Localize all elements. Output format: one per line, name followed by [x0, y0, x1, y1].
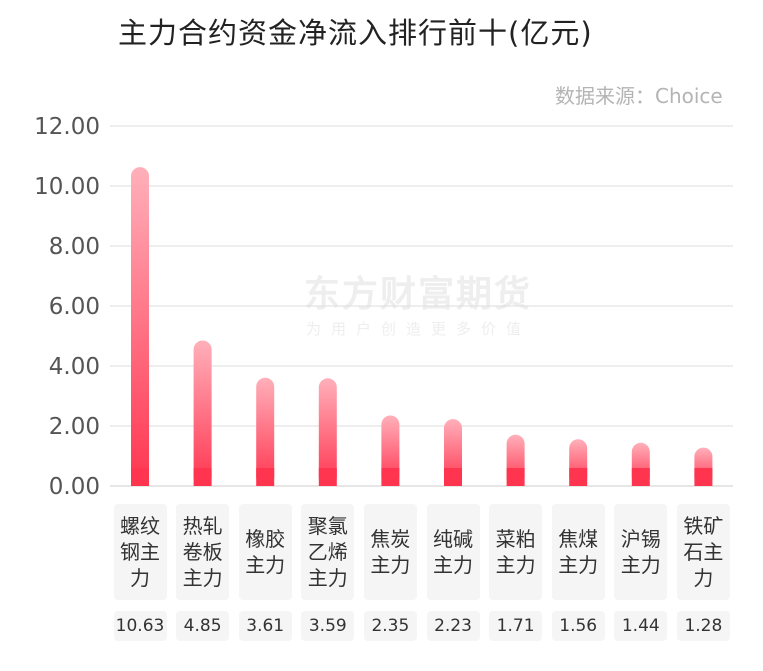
- category-label: 焦煤主力: [551, 504, 605, 600]
- bar: [131, 167, 149, 486]
- value-label: 1.71: [489, 611, 543, 641]
- value-label: 1.28: [676, 611, 730, 641]
- bar-base: [256, 468, 275, 486]
- bar-base: [569, 468, 588, 486]
- value-label: 1.44: [614, 611, 668, 641]
- watermark-logo-text: 东方财富期货: [304, 274, 533, 315]
- value-label: 10.63: [113, 611, 167, 641]
- data-source: 数据来源：Choice: [555, 84, 723, 108]
- category-label: 纯碱主力: [426, 504, 480, 600]
- value-label: 4.85: [176, 611, 230, 641]
- value-label: 3.59: [301, 611, 355, 641]
- bar-layer: [131, 167, 713, 486]
- y-tick-label: 6.00: [49, 294, 100, 320]
- category-label: 焦炭主力: [363, 504, 417, 600]
- category-label: 橡胶主力: [238, 504, 292, 600]
- category-label: 沪锡主力: [614, 504, 668, 600]
- y-tick-label: 0.00: [49, 474, 100, 500]
- bar-base: [631, 468, 650, 486]
- bar: [256, 377, 275, 486]
- bar: [318, 378, 337, 486]
- y-tick-label: 8.00: [49, 234, 100, 260]
- value-label: 1.56: [551, 611, 605, 641]
- category-label: 铁矿石主力: [676, 504, 730, 600]
- bar-base: [131, 468, 149, 486]
- y-tick-label: 12.00: [34, 114, 100, 140]
- value-label: 2.35: [363, 611, 417, 641]
- category-label: 热轧卷板主力: [176, 504, 230, 600]
- value-label: 2.23: [426, 611, 480, 641]
- y-tick-label: 2.00: [49, 414, 100, 440]
- bar-base: [318, 468, 337, 486]
- y-tick-label: 4.00: [49, 354, 100, 380]
- watermark-slogan: 为用户创造更多价值: [306, 320, 532, 338]
- bar-base: [444, 468, 462, 486]
- bar-base: [694, 468, 713, 486]
- category-label: 螺纹钢主力: [113, 504, 167, 600]
- chart-title: 主力合约资金净流入排行前十(亿元): [118, 16, 593, 50]
- bar: [193, 340, 212, 486]
- bar-base: [506, 468, 525, 486]
- grid-layer: 0.00 2.00 4.00 6.00 8.00 10.00 12.00: [34, 114, 733, 500]
- value-label: 3.61: [238, 611, 292, 641]
- bar-base: [381, 468, 400, 486]
- bar-base: [193, 468, 212, 486]
- category-label: 菜粕主力: [489, 504, 543, 600]
- category-label: 聚氯乙烯主力: [301, 504, 355, 600]
- y-tick-label: 10.00: [34, 174, 100, 200]
